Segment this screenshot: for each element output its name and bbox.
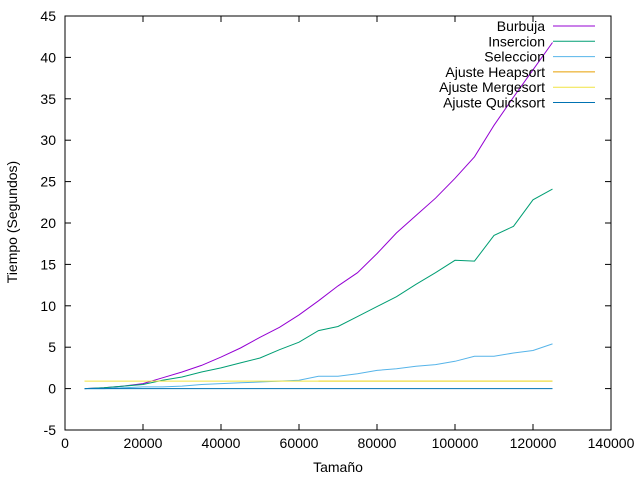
plot-series	[84, 42, 553, 390]
y-axis-label: Tiempo (Segundos)	[4, 161, 20, 283]
legend-label-ajuste-heapsort: Ajuste Heapsort	[445, 64, 545, 80]
y-tick-label: -5	[44, 422, 57, 438]
plot-frame	[64, 15, 612, 431]
x-tick-label: 60000	[280, 435, 319, 451]
y-tick-label: 15	[40, 256, 56, 272]
x-axis-label: Tamaño	[313, 459, 363, 475]
x-tick-label: 0	[61, 435, 69, 451]
x-tick-label: 120000	[510, 435, 557, 451]
x-tick-label: 40000	[202, 435, 241, 451]
y-tick-label: 10	[40, 298, 56, 314]
y-tick-label: 30	[40, 132, 56, 148]
y-tick-label: 40	[40, 49, 56, 65]
y-tick-label: 20	[40, 215, 56, 231]
series-line-insercion	[84, 188, 553, 390]
x-tick-label: 140000	[588, 435, 635, 451]
legend-label-seleccion: Seleccion	[484, 49, 545, 65]
legend-label-ajuste-quicksort: Ajuste Quicksort	[443, 95, 545, 111]
y-tick-label: 0	[48, 381, 56, 397]
series-line-seleccion	[84, 343, 553, 390]
x-tick-label: 20000	[124, 435, 163, 451]
y-tick-label: 45	[40, 8, 56, 24]
series-line-burbuja	[84, 42, 553, 390]
x-axis-ticks: 0 20000 40000 60000 80000 100000 120000 140000	[61, 16, 635, 451]
x-tick-label: 100000	[432, 435, 479, 451]
y-tick-label: 5	[48, 339, 56, 355]
legend-label-insercion: Insercion	[488, 33, 545, 49]
y-tick-label: 25	[40, 174, 56, 190]
y-tick-label: 35	[40, 91, 56, 107]
legend-label-ajuste-mergesort: Ajuste Mergesort	[439, 79, 545, 95]
y-axis-ticks: -5 0 5 10 15 20 25 30 35 40 45	[40, 8, 611, 438]
x-tick-label: 80000	[358, 435, 397, 451]
legend-label-burbuja: Burbuja	[497, 18, 545, 34]
